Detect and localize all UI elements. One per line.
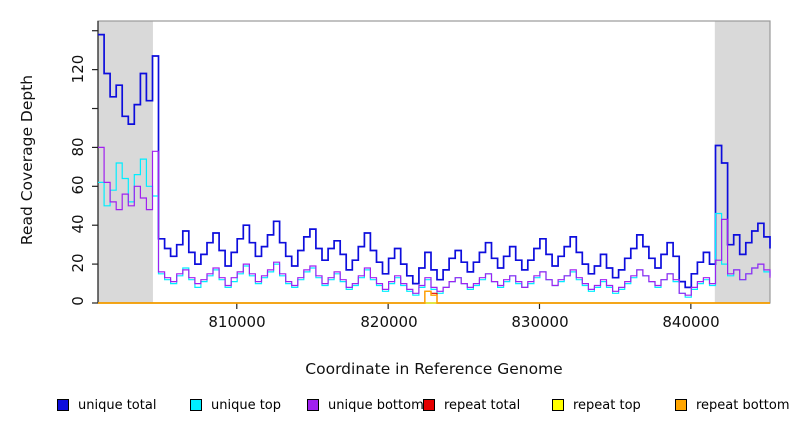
y-tick-label-40: 40 bbox=[69, 214, 87, 234]
legend-swatch-unique-total bbox=[57, 399, 69, 411]
legend-label: repeat total bbox=[444, 397, 521, 413]
legend-label: unique total bbox=[78, 397, 157, 413]
legend-swatch-unique-bottom bbox=[307, 399, 319, 411]
y-tick-label-20: 20 bbox=[69, 253, 87, 273]
legend-swatch-repeat-bottom bbox=[675, 399, 687, 411]
legend-swatch-repeat-total bbox=[423, 399, 435, 411]
legend-item-repeat-bottom: repeat bottom bbox=[675, 396, 790, 414]
x-axis-title: Coordinate in Reference Genome bbox=[305, 360, 563, 378]
y-tick-label-0: 0 bbox=[69, 296, 87, 306]
y-tick-label-60: 60 bbox=[69, 175, 87, 195]
y-tick-label-80: 80 bbox=[69, 137, 87, 157]
x-tick-label-830000: 830000 bbox=[511, 313, 569, 331]
y-tick-label-120: 120 bbox=[69, 54, 87, 84]
legend-label: repeat top bbox=[573, 397, 641, 413]
x-tick-label-810000: 810000 bbox=[208, 313, 266, 331]
y-axis-title: Read Coverage Depth bbox=[18, 74, 36, 246]
legend-item-repeat-top: repeat top bbox=[552, 396, 641, 414]
legend-swatch-repeat-top bbox=[552, 399, 564, 411]
legend-label: unique bottom bbox=[328, 397, 424, 413]
legend-item-repeat-total: repeat total bbox=[423, 396, 520, 414]
legend: unique total unique top unique bottom re… bbox=[0, 396, 792, 418]
x-tick-label-840000: 840000 bbox=[662, 313, 720, 331]
legend-label: repeat bottom bbox=[696, 397, 790, 413]
plot-area bbox=[92, 20, 771, 309]
legend-item-unique-total: unique total bbox=[57, 396, 156, 414]
x-tick-label-820000: 820000 bbox=[360, 313, 418, 331]
legend-item-unique-bottom: unique bottom bbox=[307, 396, 424, 414]
legend-item-unique-top: unique top bbox=[190, 396, 281, 414]
legend-swatch-unique-top bbox=[190, 399, 202, 411]
legend-label: unique top bbox=[211, 397, 282, 413]
